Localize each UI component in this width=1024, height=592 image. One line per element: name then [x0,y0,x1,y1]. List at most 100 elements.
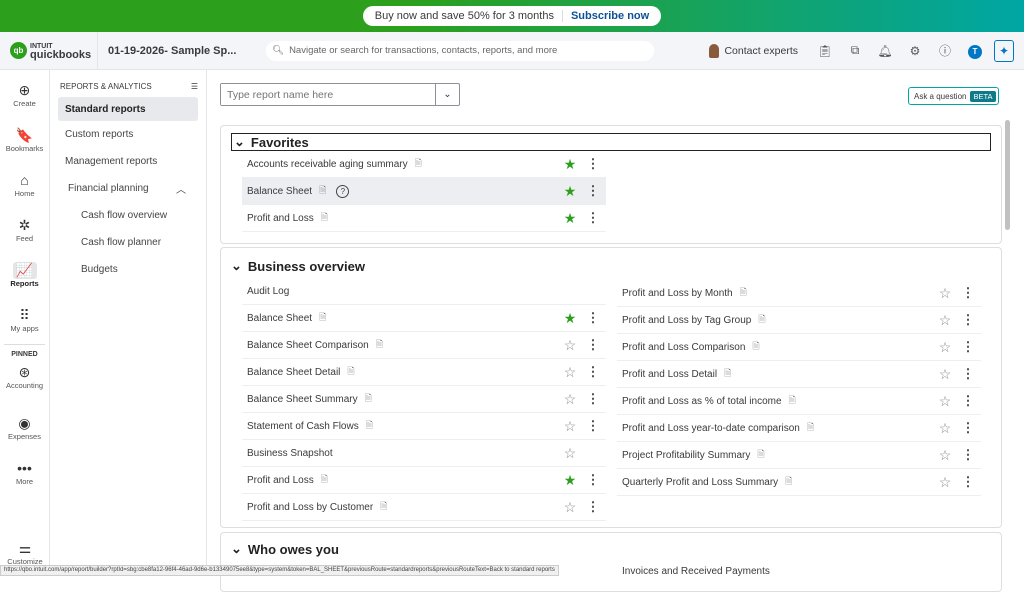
report-name[interactable]: Balance Sheet Summary [247,393,358,405]
report-name[interactable]: Profit and Loss by Tag Group [622,314,752,326]
more-vertical-icon[interactable]: ⋮ [586,364,600,379]
more-vertical-icon[interactable]: ⋮ [961,474,975,489]
report-name[interactable]: Quarterly Profit and Loss Summary [622,476,779,488]
report-name[interactable]: Business Snapshot [247,447,333,459]
report-name[interactable]: Accounts receivable aging summary [247,158,408,170]
clipboard-icon[interactable]: 📋︎ [817,43,833,58]
assistant-icon[interactable]: ✦ [994,39,1014,62]
more-vertical-icon[interactable]: ⋮ [586,156,600,171]
rail-home[interactable]: ⌂ Home [0,160,49,205]
scrollbar[interactable] [1005,120,1010,230]
help-icon[interactable]: ? [336,184,350,198]
rail-more[interactable]: ••• More [0,448,49,493]
sidebar-item-standard-reports[interactable]: Standard reports [58,97,198,121]
report-name[interactable]: Profit and Loss Comparison [622,341,746,353]
more-vertical-icon[interactable]: ⋮ [586,337,600,352]
rail-accounting[interactable]: ⊛ Accounting [0,358,49,403]
report-name[interactable]: Profit and Loss as % of total income [622,395,782,407]
more-vertical-icon[interactable]: ⋮ [961,420,975,435]
star-outline-icon[interactable]: ☆ [938,284,952,301]
report-name[interactable]: Profit and Loss Detail [622,368,718,380]
star-filled-icon[interactable]: ★ [563,471,577,488]
rail-reports[interactable]: 📈 Reports [0,250,49,295]
business-overview-header[interactable]: ⌄ Business overview [221,257,1001,275]
promo-pill[interactable]: Buy now and save 50% for 3 months Subscri… [362,6,662,26]
subscribe-link[interactable]: Subscribe now [561,10,649,22]
star-outline-icon[interactable]: ☆ [938,311,952,328]
report-row[interactable]: Profit and Loss Detail 🗎 ☆ ⋮ [617,361,981,388]
star-outline-icon[interactable]: ☆ [563,363,577,380]
rail-expenses[interactable]: ◉ Expenses [0,403,49,448]
more-vertical-icon[interactable]: ⋮ [586,183,600,198]
report-row[interactable]: Profit and Loss year-to-date comparison 🗎… [617,415,981,442]
apps-switch-icon[interactable]: ⧉ [850,43,860,57]
more-vertical-icon[interactable]: ⋮ [586,310,600,325]
report-row[interactable]: Accounts receivable aging summary 🗎 ★ ⋮ [242,151,606,178]
more-vertical-icon[interactable]: ⋮ [961,339,975,354]
report-row[interactable]: Profit and Loss 🗎 ★ ⋮ [242,205,606,232]
report-row[interactable]: Project Profitability Summary 🗎 ☆ ⋮ [617,442,981,469]
favorites-header[interactable]: ⌄ Favorites [231,133,991,151]
report-row[interactable]: Balance Sheet Detail 🗎 ☆ ⋮ [242,359,606,386]
chevron-down-icon[interactable]: ⌄ [435,84,459,105]
quickbooks-logo[interactable]: qb INTUIT quickbooks [0,32,98,69]
rail-my-apps[interactable]: ⠿ My apps [0,295,49,340]
star-outline-icon[interactable]: ☆ [563,390,577,407]
sidebar-item-custom-reports[interactable]: Custom reports [65,129,134,140]
report-name[interactable]: Balance Sheet [247,185,313,197]
contact-experts-button[interactable]: Contact experts [709,43,798,58]
global-search[interactable]: 🔍︎ Navigate or search for transactions, c… [266,40,654,61]
more-vertical-icon[interactable]: ⋮ [586,210,600,225]
report-name[interactable]: Profit and Loss [247,212,314,224]
rail-create[interactable]: ⊕ Create [0,70,49,115]
more-vertical-icon[interactable]: ⋮ [586,499,600,514]
ask-question-button[interactable]: Ask a question BETA [908,87,999,105]
report-row[interactable]: Profit and Loss by Customer 🗎 ☆ ⋮ [242,494,606,521]
star-filled-icon[interactable]: ★ [563,309,577,326]
report-search-input[interactable] [221,84,435,105]
rail-feed[interactable]: ✲ Feed [0,205,49,250]
report-search[interactable]: ⌄ [220,83,460,106]
collapse-menu-icon[interactable]: ☰ [190,82,198,91]
report-row[interactable]: Audit Log [242,278,606,305]
more-vertical-icon[interactable]: ⋮ [961,285,975,300]
star-outline-icon[interactable]: ☆ [563,417,577,434]
report-link[interactable]: Invoices and Received Payments [622,566,770,577]
gear-icon[interactable]: ⚙ [909,43,921,58]
star-outline-icon[interactable]: ☆ [563,336,577,353]
sidebar-item-cash-flow-planner[interactable]: Cash flow planner [81,237,162,248]
report-name[interactable]: Profit and Loss by Customer [247,501,374,513]
who-owes-you-header[interactable]: ⌄ Who owes you [221,540,1001,558]
sidebar-item-management-reports[interactable]: Management reports [65,156,158,167]
report-name[interactable]: Profit and Loss year-to-date comparison [622,422,800,434]
report-row[interactable]: Statement of Cash Flows 🗎 ☆ ⋮ [242,413,606,440]
star-outline-icon[interactable]: ☆ [938,338,952,355]
report-name[interactable]: Balance Sheet Comparison [247,339,369,351]
star-filled-icon[interactable]: ★ [563,209,577,226]
more-vertical-icon[interactable]: ⋮ [961,366,975,381]
more-vertical-icon[interactable]: ⋮ [586,391,600,406]
user-avatar[interactable]: T [960,43,990,59]
report-row[interactable]: Profit and Loss by Tag Group 🗎 ☆ ⋮ [617,307,981,334]
report-row[interactable]: Balance Sheet Summary 🗎 ☆ ⋮ [242,386,606,413]
star-filled-icon[interactable]: ★ [563,155,577,172]
rail-customize[interactable]: ⚌ Customize [0,536,50,576]
report-row[interactable]: Business Snapshot ☆ [242,440,606,467]
report-row[interactable]: Balance Sheet 🗎? ★ ⋮ [242,178,606,205]
report-row[interactable]: Balance Sheet Comparison 🗎 ☆ ⋮ [242,332,606,359]
report-name[interactable]: Balance Sheet Detail [247,366,341,378]
sidebar-group-financial-planning[interactable]: Financial planning ︿ [58,175,198,202]
sidebar-item-budgets[interactable]: Budgets [81,264,118,275]
report-row[interactable]: Profit and Loss Comparison 🗎 ☆ ⋮ [617,334,981,361]
star-outline-icon[interactable]: ☆ [938,446,952,463]
star-filled-icon[interactable]: ★ [563,182,577,199]
more-vertical-icon[interactable]: ⋮ [586,418,600,433]
report-name[interactable]: Profit and Loss [247,474,314,486]
company-name[interactable]: 01-19-2026- Sample Sp... [108,44,237,57]
report-row[interactable]: Profit and Loss as % of total income 🗎 ☆ ⋮ [617,388,981,415]
report-name[interactable]: Audit Log [247,285,290,297]
sidebar-item-cash-flow-overview[interactable]: Cash flow overview [81,210,168,221]
more-vertical-icon[interactable]: ⋮ [586,472,600,487]
rail-bookmarks[interactable]: 🔖 Bookmarks [0,115,49,160]
report-row[interactable]: Profit and Loss by Month 🗎 ☆ ⋮ [617,280,981,307]
